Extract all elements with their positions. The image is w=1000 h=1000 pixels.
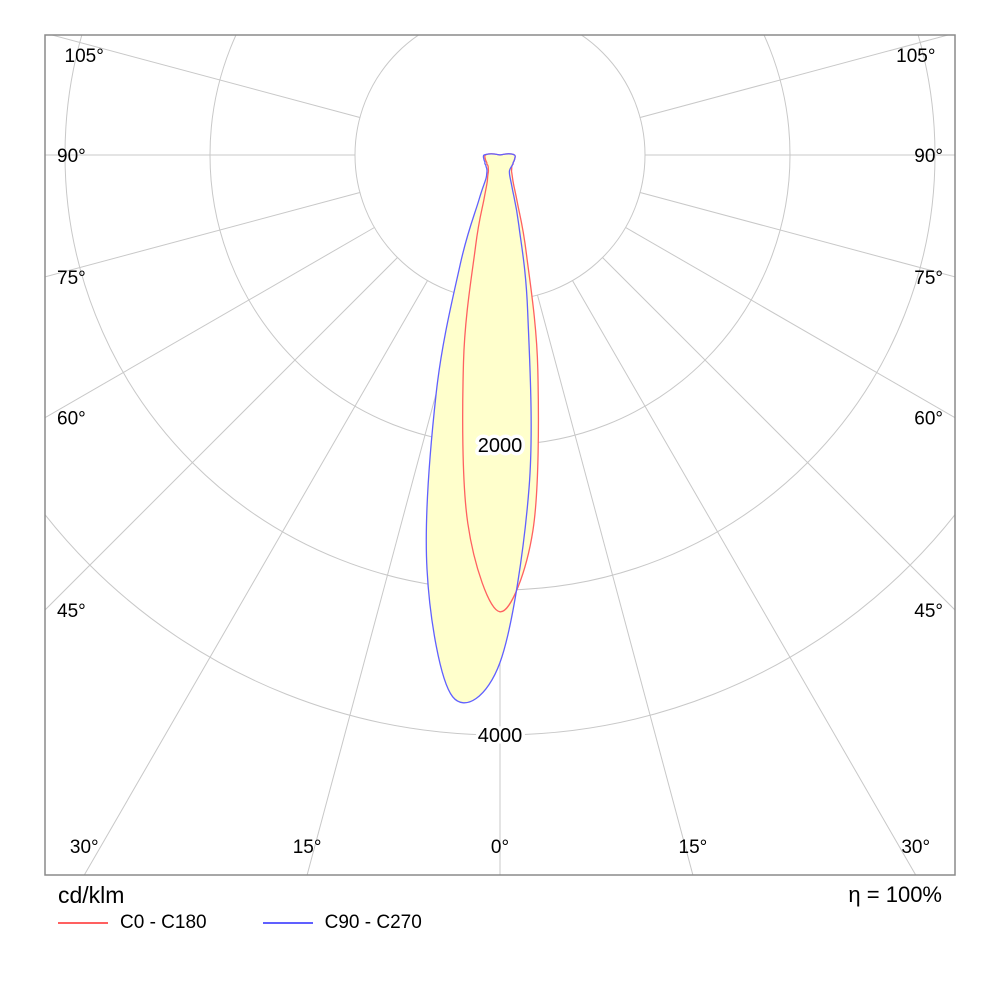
legend-item-c90-c270: C90 - C270: [262, 912, 422, 934]
angle-label-left-60: 60°: [57, 409, 86, 430]
angle-label-right-15: 15°: [679, 837, 708, 858]
angle-label-right-0: 0°: [491, 837, 509, 858]
legend-line-c0-c180: [58, 922, 108, 924]
radial-tick-label-2000: 2000: [478, 435, 523, 457]
angle-labels: 0° 15° 15° 30° 30° 45° 45° 60° 60° 75° 75° 90° 90° 10…: [57, 46, 943, 858]
efficiency-label: η = 100%: [848, 882, 942, 907]
angle-label-left-90: 90°: [57, 146, 86, 167]
radial-tick-label-4000: 4000: [478, 725, 523, 747]
angle-label-left-30: 30°: [70, 837, 99, 858]
angle-label-left-15: 15°: [293, 837, 322, 858]
angle-label-right-45: 45°: [914, 601, 943, 622]
angle-label-right-60: 60°: [914, 409, 943, 430]
series-curve-C90-C270: [425, 153, 532, 704]
angle-label-left-105: 105°: [65, 46, 104, 67]
series-fill-C90-C270: [426, 153, 532, 703]
legend-label-c90-c270: C90 - C270: [324, 912, 422, 933]
legend-label-c0-c180: C0 - C180: [120, 912, 207, 933]
angle-label-right-30: 30°: [901, 837, 930, 858]
angle-label-left-75: 75°: [57, 268, 86, 289]
legend-item-c0-c180: C0 - C180: [58, 912, 207, 934]
angle-label-left-45: 45°: [57, 601, 86, 622]
angle-label-right-75: 75°: [914, 268, 943, 289]
angle-label-right-105: 105°: [896, 46, 935, 67]
legend: C0 - C180 C90 - C270: [58, 912, 478, 934]
angle-label-right-90: 90°: [914, 146, 943, 167]
units-label: cd/klm: [58, 882, 125, 908]
legend-line-c90-c270: [262, 922, 313, 924]
chart-frame: [44, 34, 956, 876]
